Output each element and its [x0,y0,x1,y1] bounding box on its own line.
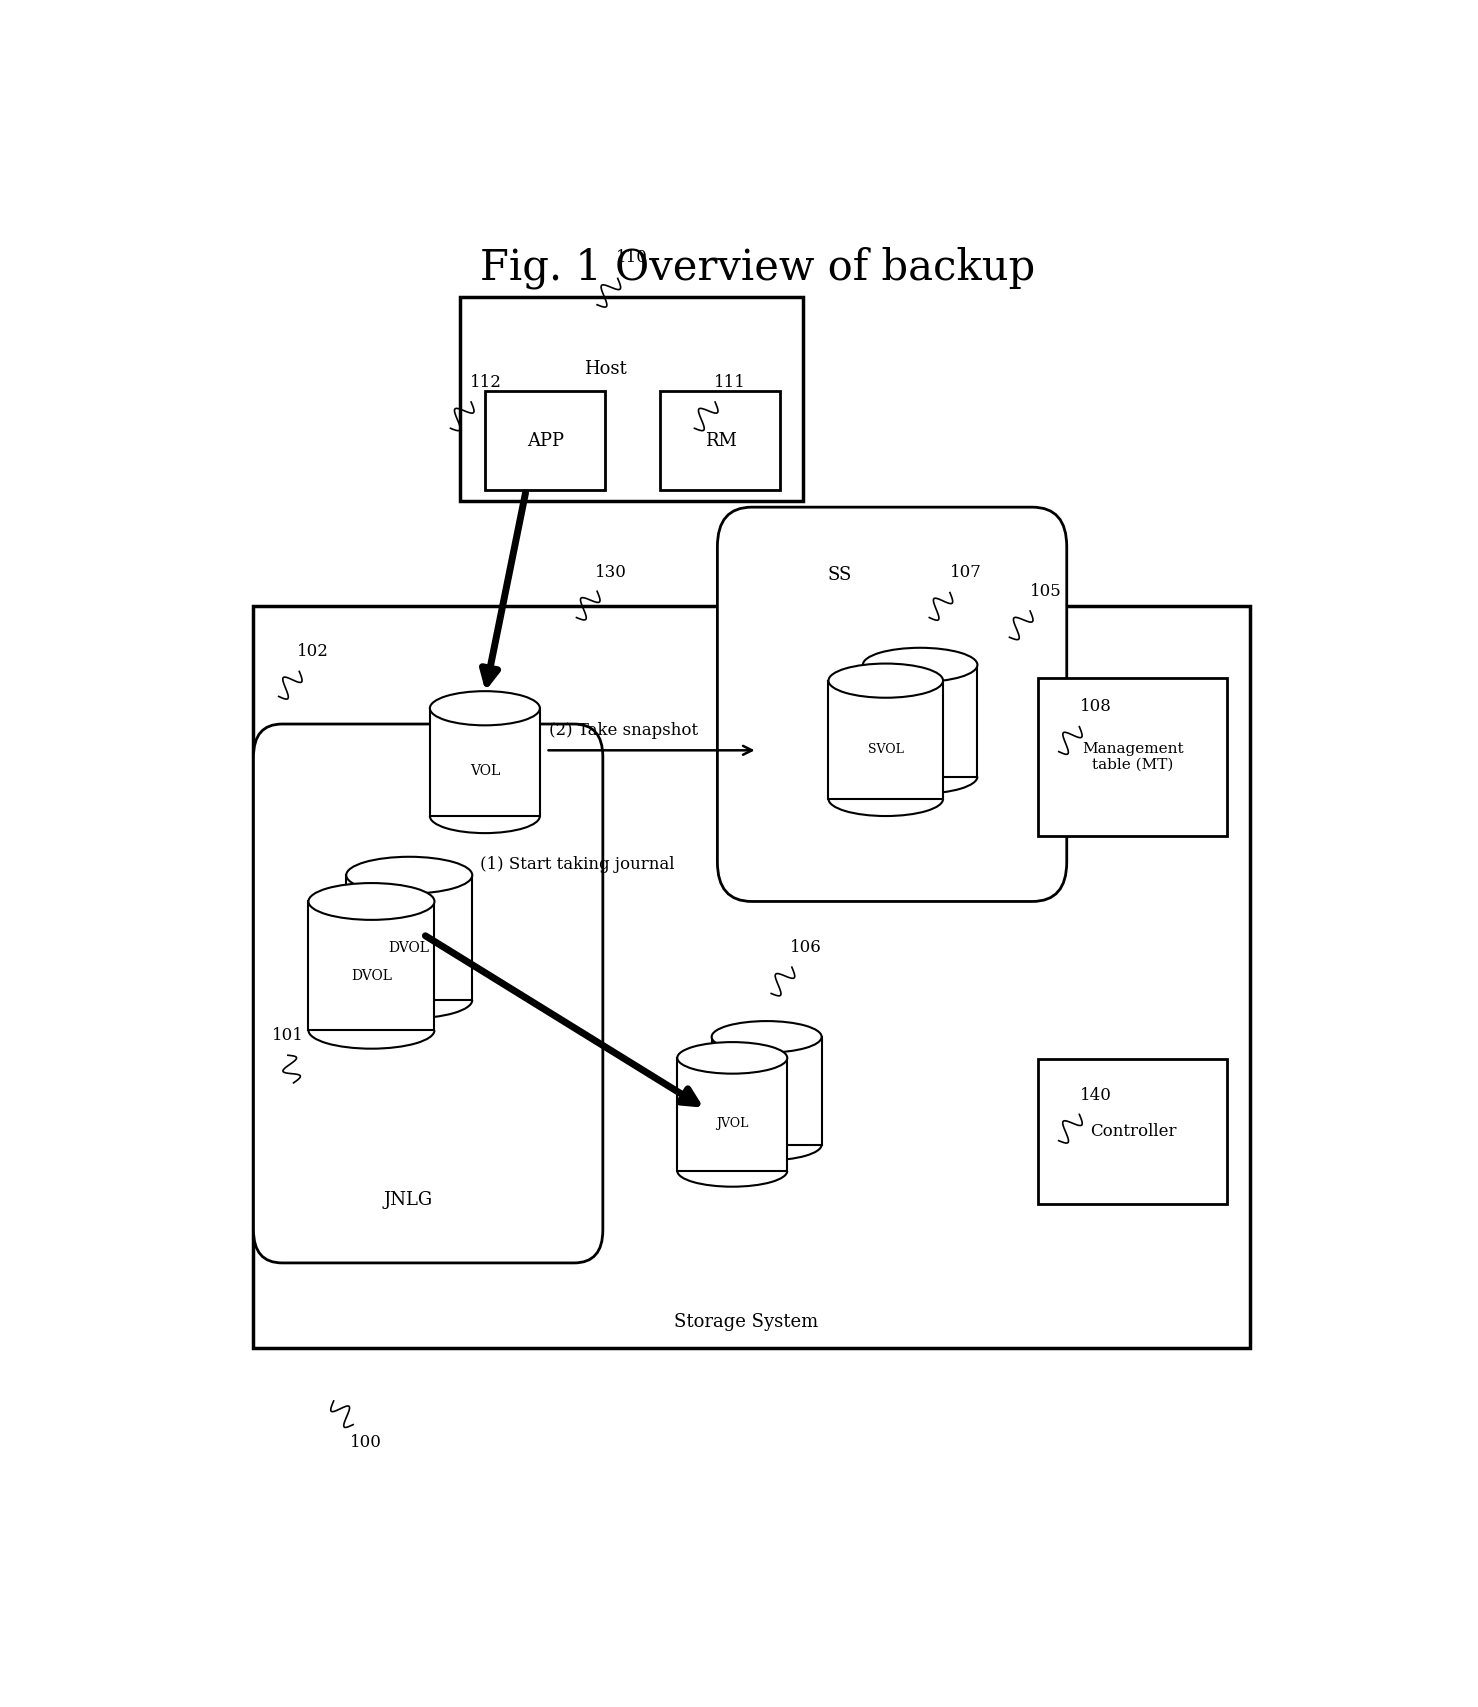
Text: JVOL: JVOL [751,1092,783,1106]
Text: 110: 110 [615,249,647,266]
Text: DVOL: DVOL [389,941,430,954]
Text: 108: 108 [1079,698,1111,715]
Text: 105: 105 [1030,582,1063,599]
Bar [460,297,804,500]
Polygon shape [829,681,943,799]
Text: (1) Start taking journal: (1) Start taking journal [480,857,675,874]
Polygon shape [346,876,473,1000]
Text: 111: 111 [714,374,746,391]
Ellipse shape [309,883,435,920]
Text: 112: 112 [470,374,503,391]
Ellipse shape [346,857,473,893]
Polygon shape [430,708,539,816]
Text: DVOL: DVOL [350,970,392,983]
Text: Controller: Controller [1089,1123,1176,1140]
Text: 100: 100 [350,1434,381,1451]
Text: RM: RM [705,432,736,451]
Text: 106: 106 [789,939,822,956]
Text: JVOL: JVOL [715,1116,748,1130]
Polygon shape [863,666,977,777]
Text: Fig. 1 Overview of backup: Fig. 1 Overview of backup [480,248,1035,290]
Text: SS: SS [828,567,853,584]
Text: SVOL: SVOL [902,724,939,736]
Ellipse shape [829,664,943,698]
Ellipse shape [677,1041,788,1074]
Text: (2) Take snapshot: (2) Take snapshot [548,722,698,739]
Polygon shape [309,901,435,1031]
Text: SVOL: SVOL [868,743,903,756]
Text: 102: 102 [297,644,330,661]
FancyBboxPatch shape [717,507,1067,901]
Polygon shape [677,1058,788,1171]
Ellipse shape [430,691,539,725]
Bar [1038,1058,1227,1203]
Text: APP: APP [528,432,565,451]
Ellipse shape [712,1021,822,1053]
Bar [485,391,605,490]
Bar [661,391,780,490]
Text: Storage System: Storage System [674,1313,819,1331]
Polygon shape [712,1036,822,1145]
Text: 107: 107 [950,565,981,582]
Text: Host: Host [584,360,627,379]
Ellipse shape [863,647,977,683]
Text: JNLG: JNLG [384,1191,433,1209]
Bar [254,606,1250,1349]
Text: 140: 140 [1079,1087,1111,1104]
Text: VOL: VOL [470,763,500,778]
Text: Management
table (MT): Management table (MT) [1082,743,1184,772]
Text: 101: 101 [272,1028,304,1045]
Text: 130: 130 [596,565,627,582]
FancyBboxPatch shape [254,724,603,1263]
Bar [1038,678,1227,836]
